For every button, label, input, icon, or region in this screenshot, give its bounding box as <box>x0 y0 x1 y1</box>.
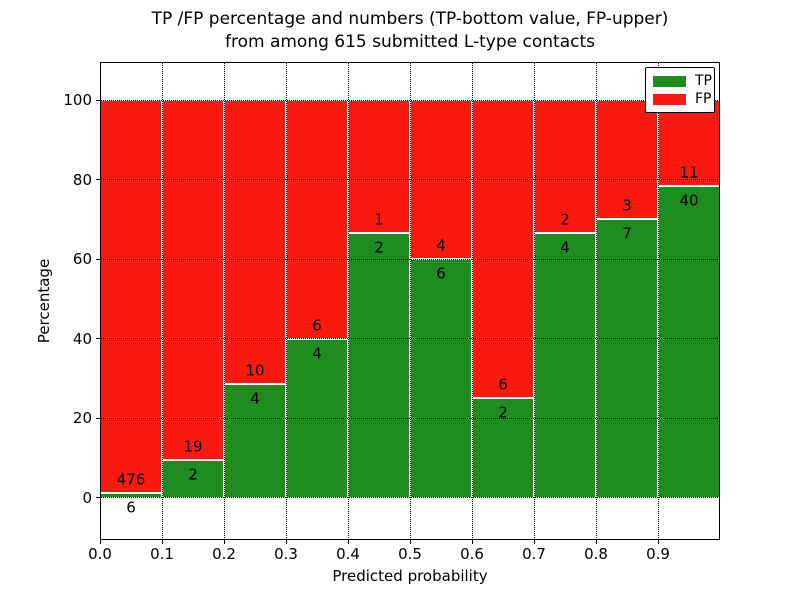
fp-count-label: 10 <box>245 361 265 380</box>
x-tick-label: 0.5 <box>398 545 422 563</box>
tp-count-label: 2 <box>374 238 384 257</box>
tp-count-label: 2 <box>188 465 198 484</box>
v-gridline <box>409 62 411 540</box>
v-gridline <box>347 62 349 540</box>
fp-count-label: 6 <box>312 316 322 335</box>
tp-count-label: 2 <box>498 403 508 422</box>
fp-bar-segment <box>348 100 410 233</box>
x-tick-mark <box>223 540 225 544</box>
tp-count-label: 6 <box>126 498 136 517</box>
x-tick-label: 0.3 <box>274 545 298 563</box>
x-tick-label: 0.4 <box>336 545 360 563</box>
legend-swatch-fp <box>653 93 686 105</box>
v-gridline <box>161 62 163 540</box>
x-tick-label: 0.7 <box>522 545 546 563</box>
y-tick-mark <box>96 179 100 181</box>
legend-row-fp: FP <box>653 92 712 106</box>
tp-bar-segment <box>224 384 286 498</box>
x-tick-label: 0.1 <box>150 545 174 563</box>
tp-bar-segment <box>596 219 658 498</box>
tp-count-label: 4 <box>250 389 260 408</box>
fp-count-label: 476 <box>116 470 146 489</box>
tp-bar-segment <box>534 232 596 498</box>
legend-row-tp: TP <box>653 74 712 88</box>
tp-bar-segment <box>348 232 410 498</box>
fp-bar-segment <box>286 100 348 339</box>
x-tick-mark <box>657 540 659 544</box>
y-tick-label: 40 <box>72 329 92 348</box>
legend-label: TP <box>695 73 712 89</box>
chart-title: TP /FP percentage and numbers (TP-bottom… <box>100 8 720 54</box>
y-tick-mark <box>96 99 100 101</box>
chart-title-line-1: TP /FP percentage and numbers (TP-bottom… <box>151 9 669 29</box>
v-gridline <box>223 62 225 540</box>
tp-count-label: 40 <box>679 191 699 210</box>
fp-count-label: 4 <box>436 236 446 255</box>
x-tick-label: 0.0 <box>88 545 112 563</box>
plot-area: TP FP 476 6 19 2 10 4 6 4 1 2 4 6 6 2 2 4 3 7 11 40 <box>100 62 720 540</box>
tp-bar-segment <box>472 398 534 498</box>
legend-label: FP <box>695 91 712 107</box>
y-tick-mark <box>96 417 100 419</box>
tp-count-label: 6 <box>436 264 446 283</box>
x-tick-mark <box>595 540 597 544</box>
x-axis-label: Predicted probability <box>332 567 488 585</box>
x-tick-mark <box>285 540 287 544</box>
fp-bar-segment <box>100 100 162 493</box>
tp-bar-segment <box>162 459 224 498</box>
v-gridline <box>595 62 597 540</box>
y-tick-label: 100 <box>63 91 92 110</box>
x-tick-mark <box>533 540 535 544</box>
legend: TP FP <box>645 67 715 113</box>
y-tick-label: 20 <box>72 409 92 428</box>
fp-count-label: 11 <box>679 163 699 182</box>
y-tick-mark <box>96 497 100 499</box>
fp-count-label: 6 <box>498 375 508 394</box>
y-tick-label: 80 <box>72 170 92 189</box>
v-gridline <box>471 62 473 540</box>
chart-title-line-2: from among 615 submitted L-type contacts <box>224 32 595 52</box>
y-tick-label: 60 <box>72 250 92 269</box>
legend-swatch-tp <box>653 75 686 87</box>
tp-bar-segment <box>410 259 472 498</box>
y-tick-mark <box>96 258 100 260</box>
fp-bar-segment <box>472 100 534 399</box>
x-tick-label: 0.2 <box>212 545 236 563</box>
tp-bar-segment <box>658 185 720 498</box>
tp-count-label: 4 <box>312 344 322 363</box>
fp-count-label: 1 <box>374 210 384 229</box>
fp-bar-segment <box>596 100 658 220</box>
fp-count-label: 19 <box>183 437 203 456</box>
fp-bar-segment <box>162 100 224 460</box>
tp-count-label: 7 <box>622 224 632 243</box>
x-tick-label: 0.6 <box>460 545 484 563</box>
x-tick-label: 0.9 <box>646 545 670 563</box>
v-gridline <box>533 62 535 540</box>
x-tick-mark <box>161 540 163 544</box>
y-tick-label: 0 <box>82 488 92 507</box>
x-tick-mark <box>471 540 473 544</box>
v-gridline <box>285 62 287 540</box>
fp-count-label: 3 <box>622 196 632 215</box>
tp-count-label: 4 <box>560 238 570 257</box>
v-gridline <box>657 62 659 540</box>
x-tick-mark <box>99 540 101 544</box>
x-tick-mark <box>347 540 349 544</box>
x-tick-mark <box>409 540 411 544</box>
y-tick-mark <box>96 338 100 340</box>
fp-bar-segment <box>224 100 286 385</box>
x-tick-label: 0.8 <box>584 545 608 563</box>
fp-count-label: 2 <box>560 210 570 229</box>
